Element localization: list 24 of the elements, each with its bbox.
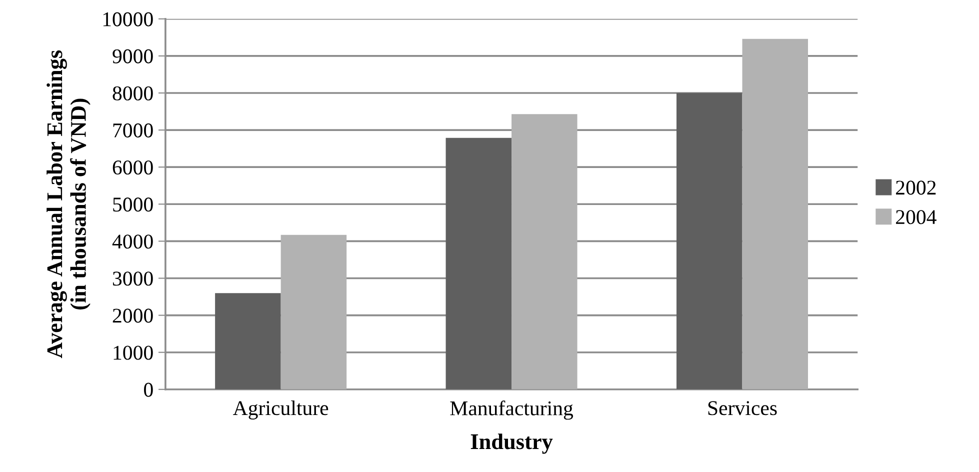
bar (280, 234, 347, 390)
y-tick-label: 4000 (112, 234, 153, 249)
y-axis-title: Average Annual Labor Earnings (in thousands of VND) (46, 50, 90, 358)
bar (512, 114, 578, 390)
y-tick-label: 1000 (114, 346, 153, 360)
x-tick-label: Manufacturing (450, 400, 574, 420)
y-tick-label: 10000 (103, 12, 153, 26)
bar (742, 38, 808, 390)
legend-label: 2004 (896, 210, 936, 224)
y-tick-label: 3000 (112, 272, 153, 286)
legend-label: 2002 (896, 180, 936, 195)
y-tick-label: 9000 (112, 49, 153, 64)
x-tick-label: Agriculture (233, 400, 328, 420)
y-tick-label: 7000 (113, 123, 153, 138)
bar (676, 92, 742, 390)
y-tick-label: 0 (144, 382, 153, 397)
x-tick-label: Services (708, 401, 777, 416)
x-axis-title: Industry (470, 434, 553, 454)
y-tick-label: 6000 (112, 160, 153, 175)
bar (215, 293, 281, 390)
bar (446, 138, 512, 390)
y-tick-label: 2000 (112, 308, 153, 323)
y-tick-label: 5000 (113, 198, 153, 212)
y-tick-label: 8000 (112, 86, 153, 100)
